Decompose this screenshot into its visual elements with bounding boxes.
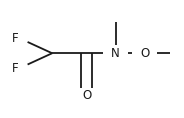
Text: F: F xyxy=(12,62,19,75)
Text: O: O xyxy=(140,47,149,60)
Text: O: O xyxy=(82,89,91,102)
Text: N: N xyxy=(111,47,120,60)
Text: F: F xyxy=(12,32,19,45)
